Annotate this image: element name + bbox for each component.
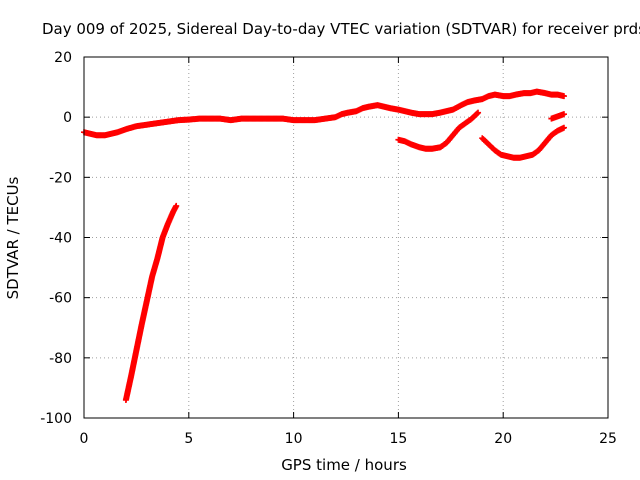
series-late-cluster (548, 111, 567, 122)
series-low-band-1 (395, 109, 482, 152)
data-point (173, 202, 180, 209)
chart-title: Day 009 of 2025, Sidereal Day-to-day VTE… (42, 20, 640, 38)
y-tick-label: -60 (49, 291, 72, 307)
y-tick-label: -80 (49, 351, 72, 367)
x-tick-label: 20 (494, 431, 512, 447)
data-points (81, 88, 567, 403)
y-tick-labels: -100 -80 -60 -40 -20 0 20 (40, 50, 72, 427)
series-main-band (81, 88, 567, 139)
plot-frame (83, 56, 609, 419)
x-tick-label: 5 (184, 431, 193, 447)
y-tick-label: -100 (40, 411, 72, 427)
series-low-band-2 (479, 124, 567, 161)
y-tick-label: 20 (54, 50, 72, 66)
x-tick-labels: 0 5 10 15 20 25 (80, 431, 617, 447)
x-tick-label: 10 (285, 431, 303, 447)
y-axis-label: SDTVAR / TECUs (4, 176, 22, 299)
data-point (560, 111, 567, 118)
y-tick-label: -40 (49, 231, 72, 247)
y-tick-label: -20 (49, 170, 72, 186)
data-point (560, 93, 567, 100)
data-point (560, 124, 567, 131)
grid (84, 57, 608, 418)
x-axis-label: GPS time / hours (281, 456, 407, 474)
x-tick-label: 0 (80, 431, 89, 447)
series-steep-segment (122, 202, 180, 403)
y-tick-label: 0 (63, 110, 72, 126)
data-point (475, 109, 482, 116)
x-tick-label: 25 (599, 431, 617, 447)
x-tick-label: 15 (389, 431, 407, 447)
